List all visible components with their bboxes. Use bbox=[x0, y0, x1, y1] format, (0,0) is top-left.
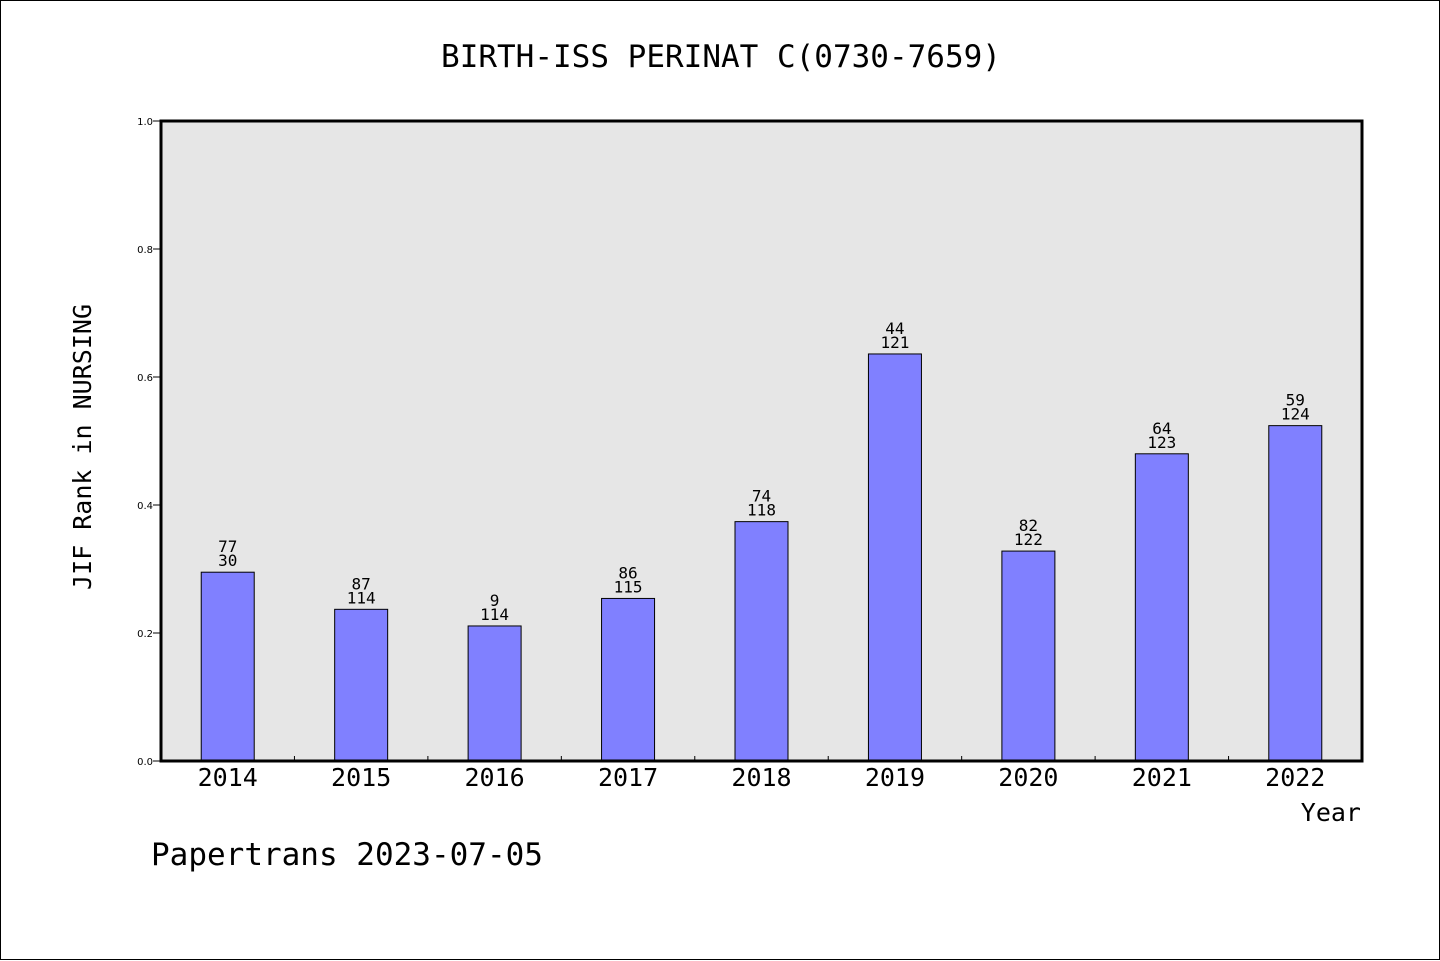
data-label-top: 74 bbox=[752, 487, 771, 506]
x-tick-label: 2019 bbox=[865, 763, 925, 792]
x-tick-label: 2020 bbox=[998, 763, 1058, 792]
data-label-bottom: 122 bbox=[1014, 530, 1043, 549]
data-label-top: 59 bbox=[1286, 391, 1305, 410]
footer-credit: Papertrans 2023-07-05 bbox=[151, 837, 543, 873]
data-label-top: 9 bbox=[490, 591, 500, 610]
bar-2020 bbox=[1001, 550, 1056, 762]
bar-2017 bbox=[601, 597, 656, 762]
bar-2018 bbox=[734, 521, 789, 762]
x-axis-ticks: 2014 2015 2016 2017 2018 2019 2020 2021 2022 bbox=[198, 756, 1325, 792]
x-tick-label: 2021 bbox=[1132, 763, 1192, 792]
bar-2022 bbox=[1268, 425, 1323, 762]
bar-2014 bbox=[200, 571, 255, 762]
data-label-top: 82 bbox=[1019, 516, 1038, 535]
data-label-top: 86 bbox=[618, 563, 637, 582]
data-label-bottom: 118 bbox=[747, 501, 776, 520]
y-tick-label: 0.2 bbox=[137, 629, 153, 640]
data-label-bottom: 114 bbox=[347, 588, 376, 607]
y-tick-label: 0.8 bbox=[137, 245, 153, 256]
bar-2016 bbox=[467, 625, 522, 762]
data-label-bottom: 121 bbox=[880, 333, 909, 352]
data-label-top: 64 bbox=[1152, 419, 1171, 438]
y-axis-label: JIF Rank in NURSING bbox=[68, 304, 97, 590]
y-tick-label: 1.0 bbox=[137, 117, 153, 128]
x-tick-label: 2014 bbox=[198, 763, 258, 792]
x-tick-label: 2016 bbox=[465, 763, 525, 792]
data-label-top: 44 bbox=[885, 319, 904, 338]
data-label-bottom: 124 bbox=[1281, 405, 1310, 424]
bar-2015 bbox=[334, 608, 389, 762]
bar-2021 bbox=[1134, 453, 1189, 762]
data-label-top: 87 bbox=[352, 574, 371, 593]
chart-title: BIRTH-ISS PERINAT C(0730-7659) bbox=[441, 39, 1001, 75]
bar-2019 bbox=[867, 353, 922, 762]
x-tick-label: 2017 bbox=[598, 763, 658, 792]
x-axis-label: Year bbox=[1301, 798, 1361, 827]
bars bbox=[200, 353, 1323, 762]
data-label-top: 77 bbox=[218, 537, 237, 556]
data-label-bottom: 115 bbox=[614, 577, 643, 596]
y-axis-ticks: 0.0 0.2 0.4 0.6 0.8 1.0 bbox=[137, 117, 161, 768]
plot-border bbox=[159, 119, 1364, 763]
y-tick-label: 0.6 bbox=[137, 373, 153, 384]
y-tick-label: 0.0 bbox=[137, 757, 153, 768]
x-tick-label: 2018 bbox=[731, 763, 791, 792]
data-label-bottom: 114 bbox=[480, 605, 509, 624]
data-label-bottom: 123 bbox=[1147, 433, 1176, 452]
x-tick-label: 2022 bbox=[1265, 763, 1325, 792]
data-label-bottom: 30 bbox=[218, 551, 237, 570]
y-tick-label: 0.4 bbox=[137, 501, 153, 512]
x-tick-label: 2015 bbox=[331, 763, 391, 792]
